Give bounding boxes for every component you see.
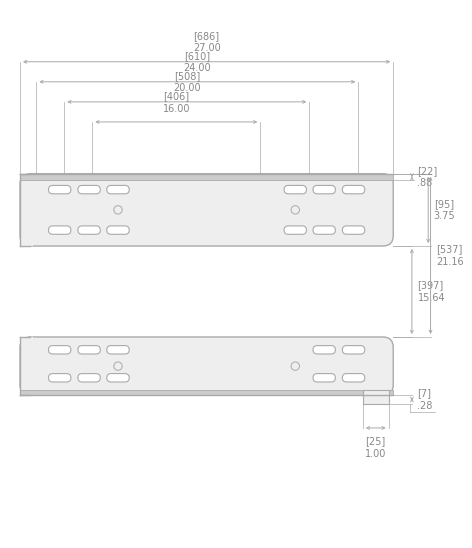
Bar	[20, 174, 33, 246]
Bar	[20, 337, 33, 395]
Text: [22]
.88: [22] .88	[417, 166, 438, 188]
Bar	[363, 390, 388, 404]
FancyBboxPatch shape	[49, 185, 71, 194]
FancyBboxPatch shape	[49, 374, 71, 382]
FancyBboxPatch shape	[107, 226, 129, 235]
Bar	[20, 174, 393, 180]
Text: [686]
27.00: [686] 27.00	[193, 31, 220, 53]
FancyBboxPatch shape	[78, 185, 100, 194]
FancyBboxPatch shape	[78, 226, 100, 235]
FancyBboxPatch shape	[20, 174, 393, 246]
Text: [406]
16.00: [406] 16.00	[162, 91, 190, 113]
FancyBboxPatch shape	[107, 185, 129, 194]
FancyBboxPatch shape	[313, 346, 336, 354]
Text: [610]
24.00: [610] 24.00	[184, 51, 211, 73]
Text: [397]
15.64: [397] 15.64	[417, 280, 445, 302]
FancyBboxPatch shape	[107, 374, 129, 382]
FancyBboxPatch shape	[78, 374, 100, 382]
FancyBboxPatch shape	[78, 346, 100, 354]
Text: [508]
20.00: [508] 20.00	[173, 71, 201, 94]
FancyBboxPatch shape	[342, 374, 365, 382]
Text: [7]
.28: [7] .28	[417, 389, 433, 410]
FancyBboxPatch shape	[107, 346, 129, 354]
Text: [95]
3.75: [95] 3.75	[434, 199, 455, 221]
FancyBboxPatch shape	[342, 346, 365, 354]
FancyBboxPatch shape	[313, 185, 336, 194]
FancyBboxPatch shape	[20, 337, 393, 395]
Bar	[20, 390, 393, 395]
FancyBboxPatch shape	[284, 226, 306, 235]
FancyBboxPatch shape	[49, 226, 71, 235]
FancyBboxPatch shape	[313, 226, 336, 235]
FancyBboxPatch shape	[342, 185, 365, 194]
FancyBboxPatch shape	[49, 346, 71, 354]
FancyBboxPatch shape	[284, 185, 306, 194]
Text: [537]
21.16: [537] 21.16	[436, 244, 464, 266]
FancyBboxPatch shape	[313, 374, 336, 382]
FancyBboxPatch shape	[342, 226, 365, 235]
Text: [25]
1.00: [25] 1.00	[365, 436, 387, 459]
